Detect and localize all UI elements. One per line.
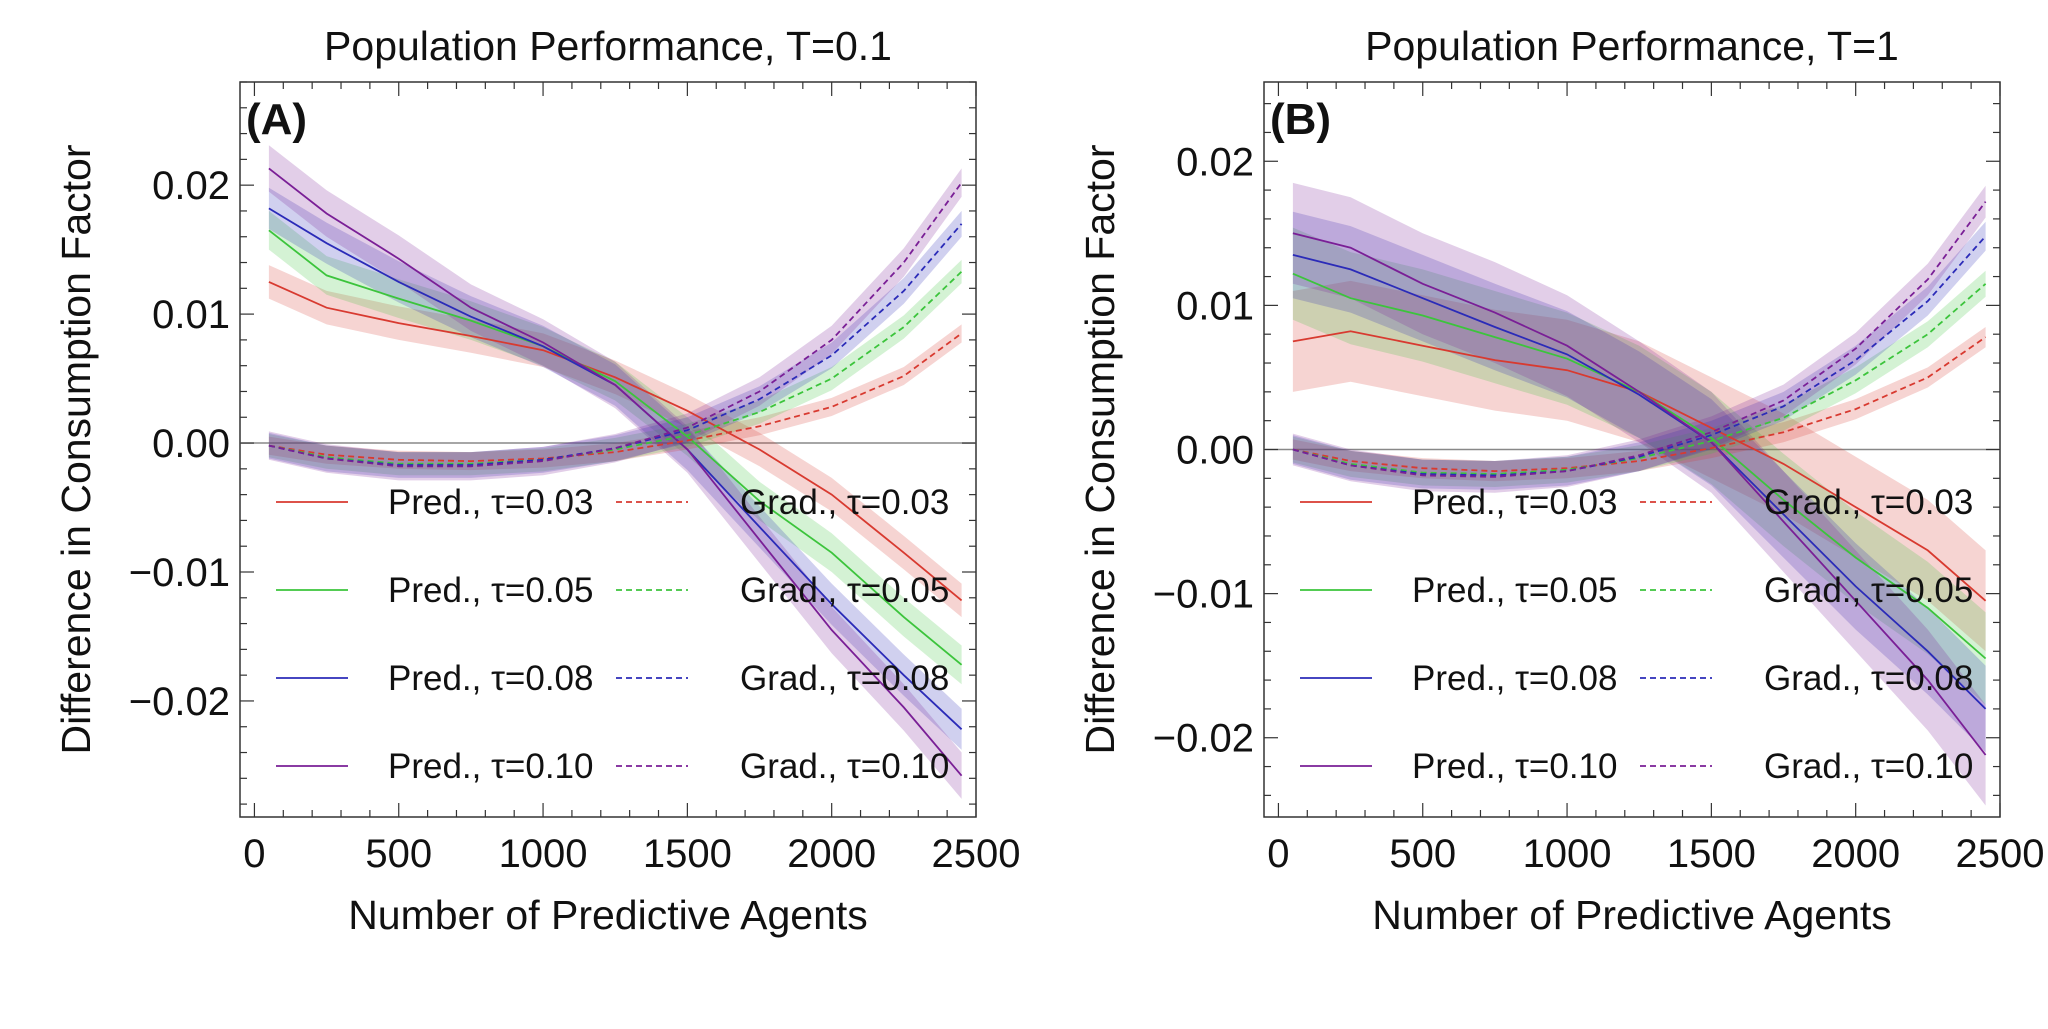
panel-b: Population Performance, T=1 0 500 1000 1500 2… — [1077, 23, 2044, 938]
legend-label-pred: Pred., τ=0.05 — [1412, 571, 1618, 610]
x-tick-label: 500 — [1389, 832, 1456, 876]
series-band — [1292, 182, 1986, 806]
chart-title: Population Performance, T=0.1 — [324, 23, 892, 69]
y-tick-label: 0.01 — [152, 293, 230, 337]
legend: Pred., τ=0.03 Grad., τ=0.03 Pred., τ=0.05 G… — [276, 483, 949, 786]
x-tick-label: 1500 — [1667, 832, 1756, 876]
series-line — [1292, 235, 1987, 477]
legend-label-pred: Pred., τ=0.03 — [388, 483, 594, 522]
chart-title: Population Performance, T=1 — [1365, 23, 1899, 69]
legend-label-pred: Pred., τ=0.08 — [388, 659, 594, 698]
series-band — [1292, 227, 1986, 705]
series-band — [268, 187, 962, 750]
series-band — [268, 265, 962, 618]
y-axis-title: Difference in Consumption Factor — [53, 145, 99, 755]
legend-label-pred: Pred., τ=0.05 — [388, 571, 594, 610]
x-tick-label: 0 — [1267, 832, 1289, 876]
series-band — [268, 168, 962, 481]
legend-label-grad: Grad., τ=0.03 — [740, 483, 949, 522]
panel-a: Population Performance, T=0.1 0 500 1000 150… — [53, 23, 1020, 938]
series-band — [268, 210, 962, 478]
x-tick-label: 1500 — [643, 832, 732, 876]
series-band — [1292, 211, 1986, 753]
x-tick-label: 1000 — [499, 832, 588, 876]
legend-label-grad: Grad., τ=0.10 — [1764, 747, 1973, 786]
series-line — [1292, 232, 1987, 756]
y-tick-label: 0.01 — [1176, 284, 1254, 328]
legend-label-grad: Grad., τ=0.10 — [740, 747, 949, 786]
y-tick-label: 0.00 — [152, 422, 230, 466]
series-group — [1292, 182, 1987, 806]
series-band — [268, 210, 962, 685]
x-tick-label: 0 — [243, 832, 265, 876]
series-line — [268, 229, 963, 666]
x-tick-label: 2000 — [1811, 832, 1900, 876]
x-tick-label: 2000 — [787, 832, 876, 876]
y-tick-label: −0.01 — [1153, 573, 1254, 617]
legend-label-pred: Pred., τ=0.03 — [1412, 483, 1618, 522]
panel-label: (B) — [1270, 95, 1331, 144]
x-axis-title: Number of Predictive Agents — [1372, 892, 1892, 938]
y-tick-label: 0.00 — [1176, 429, 1254, 473]
y-tick-label: 0.02 — [1176, 140, 1254, 184]
legend-label-pred: Pred., τ=0.10 — [1412, 747, 1618, 786]
legend-label-pred: Pred., τ=0.10 — [388, 747, 594, 786]
series-line — [268, 167, 963, 777]
x-axis-title: Number of Predictive Agents — [348, 892, 868, 938]
x-tick-label: 2500 — [1956, 832, 2045, 876]
legend: Pred., τ=0.03 Grad., τ=0.03 Pred., τ=0.05 G… — [1300, 483, 1973, 786]
series-line — [268, 281, 963, 602]
y-tick-label: −0.01 — [129, 551, 230, 595]
x-tick-label: 500 — [365, 832, 432, 876]
legend-label-grad: Grad., τ=0.03 — [1764, 483, 1973, 522]
y-axis-title: Difference in Consumption Factor — [1077, 145, 1123, 755]
y-tick-label: 0.02 — [152, 164, 230, 208]
panel-label: (A) — [246, 95, 307, 144]
series-line — [1292, 254, 1987, 710]
legend-label-grad: Grad., τ=0.08 — [740, 659, 949, 698]
legend-label-grad: Grad., τ=0.08 — [1764, 659, 1973, 698]
plot-frame — [239, 81, 977, 818]
legend-label-grad: Grad., τ=0.05 — [1764, 571, 1973, 610]
series-band — [268, 259, 962, 476]
series-group — [268, 145, 963, 799]
series-band — [1292, 280, 1986, 652]
y-tick-label: −0.02 — [129, 680, 230, 724]
legend-label-grad: Grad., τ=0.05 — [740, 571, 949, 610]
x-tick-label: 2500 — [932, 832, 1021, 876]
legend-label-pred: Pred., τ=0.08 — [1412, 659, 1618, 698]
series-line — [268, 332, 963, 463]
series-band — [268, 145, 962, 799]
x-tick-label: 1000 — [1523, 832, 1612, 876]
series-line — [1292, 201, 1987, 478]
y-tick-label: −0.02 — [1153, 717, 1254, 761]
